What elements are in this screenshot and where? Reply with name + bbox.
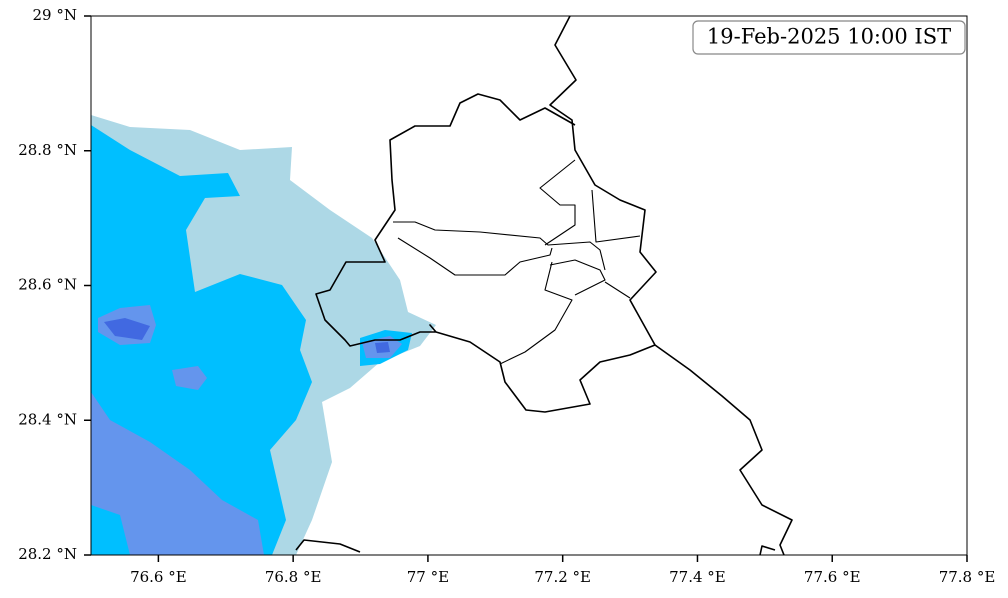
- x-tick-label: 76.6 °E: [130, 568, 187, 586]
- contour-top: [104, 318, 150, 340]
- y-tick-label: 28.2 °N: [18, 545, 77, 563]
- timestamp: 19-Feb-2025 10:00 IST: [707, 25, 951, 49]
- x-tick-label: 77 °E: [407, 568, 449, 586]
- y-tick-label: 28.8 °N: [18, 141, 77, 159]
- rain-contours: [91, 115, 436, 555]
- x-tick-label: 76.8 °E: [265, 568, 322, 586]
- contour-top: [375, 342, 390, 353]
- y-tick-label: 28.6 °N: [18, 276, 77, 294]
- district-border: [393, 159, 641, 365]
- state-border: [295, 539, 361, 553]
- contour-high: [91, 392, 264, 555]
- x-tick-label: 77.8 °E: [939, 568, 996, 586]
- x-tick-label: 77.2 °E: [534, 568, 591, 586]
- x-tick-label: 77.6 °E: [804, 568, 861, 586]
- state-border: [759, 545, 776, 555]
- y-tick-label: 29 °N: [33, 6, 77, 24]
- y-tick-label: 28.4 °N: [18, 410, 77, 428]
- timestamp-box: [692, 20, 966, 55]
- contour-high: [172, 366, 207, 390]
- x-tick-label: 77.4 °E: [669, 568, 726, 586]
- state-border: [549, 16, 793, 555]
- state-border: [315, 93, 656, 413]
- boundaries: [295, 16, 793, 555]
